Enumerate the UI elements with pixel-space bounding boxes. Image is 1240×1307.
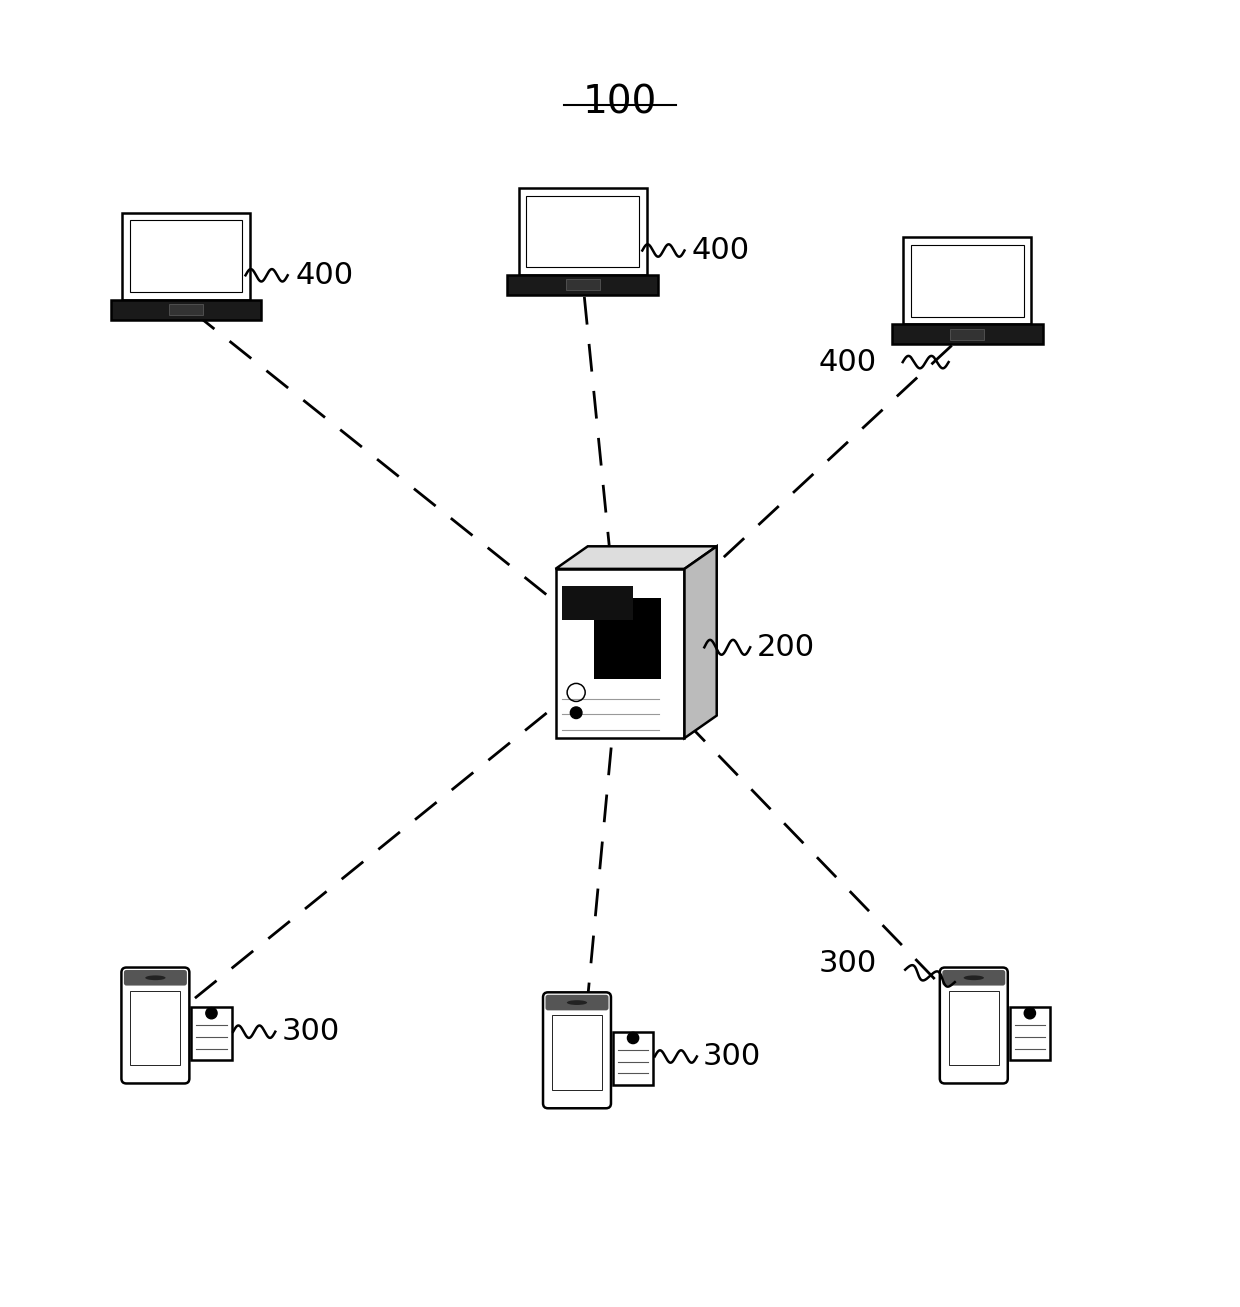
Polygon shape <box>684 546 717 738</box>
Ellipse shape <box>145 975 166 980</box>
Circle shape <box>570 707 582 719</box>
FancyBboxPatch shape <box>130 991 180 1065</box>
FancyBboxPatch shape <box>518 188 647 274</box>
FancyBboxPatch shape <box>892 324 1043 345</box>
FancyBboxPatch shape <box>122 213 250 299</box>
FancyBboxPatch shape <box>1009 1006 1050 1060</box>
FancyBboxPatch shape <box>122 967 190 1084</box>
FancyBboxPatch shape <box>594 597 661 678</box>
Text: 300: 300 <box>281 1017 340 1046</box>
FancyBboxPatch shape <box>552 1016 601 1090</box>
Text: 400: 400 <box>295 261 353 290</box>
Ellipse shape <box>963 975 985 980</box>
FancyBboxPatch shape <box>903 238 1032 324</box>
FancyBboxPatch shape <box>951 329 985 340</box>
FancyBboxPatch shape <box>191 1006 232 1060</box>
FancyBboxPatch shape <box>562 586 632 620</box>
FancyBboxPatch shape <box>911 246 1023 316</box>
FancyBboxPatch shape <box>546 995 609 1010</box>
FancyBboxPatch shape <box>169 305 202 315</box>
Text: 300: 300 <box>818 949 877 978</box>
FancyBboxPatch shape <box>556 569 684 738</box>
FancyBboxPatch shape <box>543 992 611 1108</box>
FancyBboxPatch shape <box>949 991 998 1065</box>
FancyBboxPatch shape <box>565 280 600 290</box>
Text: 400: 400 <box>692 237 750 265</box>
Text: 300: 300 <box>703 1042 761 1070</box>
FancyBboxPatch shape <box>507 274 658 295</box>
FancyBboxPatch shape <box>942 970 1006 985</box>
FancyBboxPatch shape <box>130 221 242 291</box>
FancyBboxPatch shape <box>613 1031 653 1085</box>
Text: 100: 100 <box>583 84 657 122</box>
Text: 400: 400 <box>818 348 877 376</box>
FancyBboxPatch shape <box>110 299 262 320</box>
Circle shape <box>1024 1008 1035 1018</box>
Ellipse shape <box>567 1000 588 1005</box>
Polygon shape <box>556 546 717 569</box>
FancyBboxPatch shape <box>940 967 1008 1084</box>
Circle shape <box>206 1008 217 1018</box>
FancyBboxPatch shape <box>527 196 639 267</box>
FancyBboxPatch shape <box>124 970 187 985</box>
Circle shape <box>627 1033 639 1043</box>
Text: 200: 200 <box>756 633 815 661</box>
